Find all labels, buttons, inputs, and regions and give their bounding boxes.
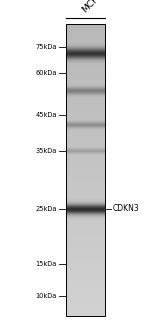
Bar (66, 24, 105, 316)
Text: 75kDa: 75kDa (36, 44, 57, 50)
Text: 60kDa: 60kDa (36, 70, 57, 76)
Text: 10kDa: 10kDa (36, 294, 57, 299)
Text: MCF7: MCF7 (81, 0, 105, 15)
Text: 35kDa: 35kDa (36, 148, 57, 154)
Text: 45kDa: 45kDa (36, 112, 57, 118)
Text: 25kDa: 25kDa (36, 206, 57, 212)
Text: 15kDa: 15kDa (36, 261, 57, 267)
Text: CDKN3: CDKN3 (112, 204, 139, 214)
